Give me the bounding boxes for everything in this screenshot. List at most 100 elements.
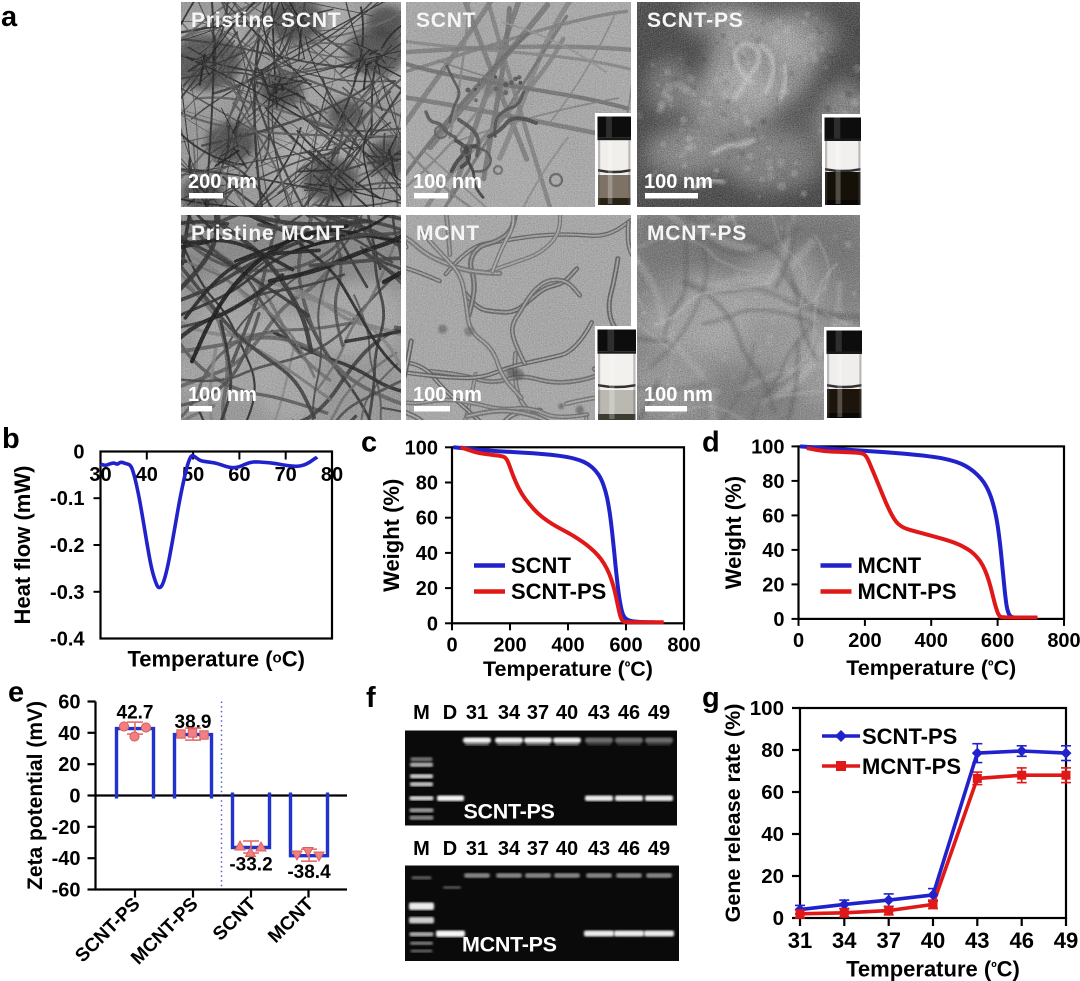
svg-text:SCNT: SCNT xyxy=(416,9,476,32)
svg-text:49: 49 xyxy=(648,838,670,860)
svg-text:80: 80 xyxy=(761,739,784,762)
svg-text:Weight (%): Weight (%) xyxy=(379,479,404,592)
svg-text:100 nm: 100 nm xyxy=(644,171,713,193)
svg-text:MCNT-PS: MCNT-PS xyxy=(462,933,557,957)
svg-text:60: 60 xyxy=(416,508,438,530)
svg-text:-0.4: -0.4 xyxy=(50,629,85,651)
svg-text:0: 0 xyxy=(446,634,457,656)
svg-text:43: 43 xyxy=(965,928,989,953)
svg-text:20: 20 xyxy=(58,754,80,776)
svg-text:-0.1: -0.1 xyxy=(50,488,84,510)
svg-text:49: 49 xyxy=(648,702,670,724)
svg-text:MCNT-PS: MCNT-PS xyxy=(862,754,961,779)
svg-text:c: c xyxy=(361,427,377,459)
svg-text:43: 43 xyxy=(588,702,610,724)
svg-text:80: 80 xyxy=(762,471,784,493)
svg-text:49: 49 xyxy=(1054,928,1078,953)
svg-text:Temperature (ºC): Temperature (ºC) xyxy=(846,957,1020,981)
svg-text:f: f xyxy=(366,682,376,714)
svg-text:20: 20 xyxy=(416,578,438,600)
svg-text:100 nm: 100 nm xyxy=(413,384,482,406)
svg-text:40: 40 xyxy=(921,928,945,953)
svg-text:SCNT-PS: SCNT-PS xyxy=(511,579,606,604)
svg-text:g: g xyxy=(702,682,720,714)
svg-text:-60: -60 xyxy=(52,880,81,902)
svg-text:30: 30 xyxy=(89,464,111,486)
svg-text:D: D xyxy=(443,838,457,860)
svg-text:D: D xyxy=(443,702,457,724)
svg-text:40: 40 xyxy=(556,838,578,860)
svg-text:Weight (%): Weight (%) xyxy=(721,476,746,589)
svg-text:MCNT: MCNT xyxy=(416,222,480,245)
svg-text:0: 0 xyxy=(793,630,804,652)
svg-text:400: 400 xyxy=(915,630,948,652)
svg-text:37: 37 xyxy=(876,928,900,953)
svg-text:0: 0 xyxy=(73,442,84,464)
svg-text:34: 34 xyxy=(498,838,521,860)
svg-text:100 nm: 100 nm xyxy=(644,384,713,406)
svg-text:Pristine MCNT: Pristine MCNT xyxy=(191,222,345,245)
svg-text:200 nm: 200 nm xyxy=(188,171,257,193)
svg-text:100: 100 xyxy=(751,436,784,458)
svg-text:80: 80 xyxy=(416,473,438,495)
svg-text:SCNT: SCNT xyxy=(511,553,571,578)
svg-text:37: 37 xyxy=(527,702,549,724)
svg-text:42.7: 42.7 xyxy=(117,703,154,724)
svg-text:0: 0 xyxy=(773,907,784,930)
svg-text:60: 60 xyxy=(762,505,784,527)
svg-text:MCNT-PS: MCNT-PS xyxy=(647,222,747,245)
svg-text:80: 80 xyxy=(321,464,343,486)
svg-text:-40: -40 xyxy=(52,848,81,870)
svg-text:-33.2: -33.2 xyxy=(229,855,272,876)
svg-text:e: e xyxy=(8,677,24,709)
svg-text:31: 31 xyxy=(788,928,812,953)
svg-text:a: a xyxy=(1,1,18,33)
svg-text:0: 0 xyxy=(773,609,784,631)
svg-text:43: 43 xyxy=(588,838,610,860)
svg-text:70: 70 xyxy=(275,464,297,486)
svg-text:38.9: 38.9 xyxy=(175,712,212,733)
svg-text:800: 800 xyxy=(667,634,700,656)
svg-text:34: 34 xyxy=(832,928,857,953)
svg-text:600: 600 xyxy=(609,634,642,656)
svg-text:SCNT-PS: SCNT-PS xyxy=(862,724,957,749)
svg-text:MCNT-PS: MCNT-PS xyxy=(858,579,957,604)
svg-text:100: 100 xyxy=(750,697,784,720)
svg-text:400: 400 xyxy=(551,634,584,656)
svg-text:Zeta potential (mV): Zeta potential (mV) xyxy=(24,701,47,890)
svg-text:Heat flow (mW): Heat flow (mW) xyxy=(10,466,35,625)
svg-text:40: 40 xyxy=(416,543,438,565)
svg-text:M: M xyxy=(413,702,430,724)
svg-text:Temperature (ºC): Temperature (ºC) xyxy=(846,656,1016,680)
svg-text:100 nm: 100 nm xyxy=(413,171,482,193)
svg-text:60: 60 xyxy=(58,692,80,714)
svg-text:-38.4: -38.4 xyxy=(287,862,331,883)
svg-text:100 nm: 100 nm xyxy=(188,384,257,406)
svg-text:Pristine SCNT: Pristine SCNT xyxy=(191,9,341,32)
svg-text:60: 60 xyxy=(761,781,784,804)
svg-text:40: 40 xyxy=(136,464,158,486)
svg-text:40: 40 xyxy=(761,823,784,846)
svg-text:40: 40 xyxy=(58,723,80,745)
svg-text:31: 31 xyxy=(466,838,488,860)
svg-text:Gene release rate (%): Gene release rate (%) xyxy=(721,704,745,923)
svg-text:0: 0 xyxy=(69,786,80,808)
svg-text:Temperature (ºC): Temperature (ºC) xyxy=(483,657,653,681)
svg-text:31: 31 xyxy=(466,702,488,724)
svg-text:46: 46 xyxy=(618,702,640,724)
svg-text:0: 0 xyxy=(427,613,438,635)
svg-text:20: 20 xyxy=(762,574,784,596)
svg-text:-0.2: -0.2 xyxy=(50,535,84,557)
svg-text:60: 60 xyxy=(228,464,250,486)
svg-text:34: 34 xyxy=(498,702,521,724)
svg-text:200: 200 xyxy=(848,630,881,652)
svg-text:100: 100 xyxy=(405,437,438,459)
svg-text:46: 46 xyxy=(618,838,640,860)
svg-text:d: d xyxy=(702,427,720,459)
svg-text:SCNT-PS: SCNT-PS xyxy=(464,800,555,824)
svg-text:46: 46 xyxy=(1009,928,1033,953)
svg-text:20: 20 xyxy=(761,865,784,888)
svg-text:SCNT-PS: SCNT-PS xyxy=(647,9,744,32)
svg-text:600: 600 xyxy=(981,630,1014,652)
svg-text:M: M xyxy=(413,838,430,860)
